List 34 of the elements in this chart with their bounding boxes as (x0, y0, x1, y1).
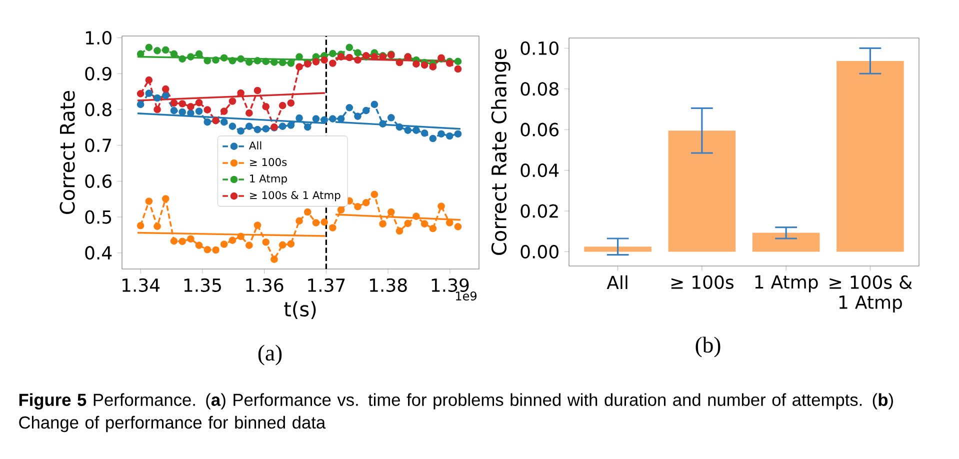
x-tick-label: 1 Atmp (755, 275, 818, 292)
x-tick-label: 1.39 (432, 278, 469, 292)
y-tick-label: 0.6 (85, 174, 112, 188)
text: (b) (696, 336, 720, 358)
y-tick-label: 0.04 (520, 164, 559, 178)
y-tick-label: 0.02 (520, 204, 558, 218)
y-axis-title: Correct Rate Change (491, 49, 510, 255)
y-tick-label: 0.7 (85, 138, 112, 152)
y-axis-title: Correct Rate (60, 90, 75, 214)
x-axis-title: t(s) (284, 301, 316, 319)
x-tick-label: All (606, 275, 628, 290)
x-tick-label: 1.34 (122, 278, 160, 292)
y-tick-label: 0.4 (85, 246, 112, 260)
x-tick-label: ≥ 100s (671, 275, 734, 289)
text: Figure 5 Performance. (a) Performance vs. time for problems binned with duration and number of attempts. (b) Change of performance for binned data (19, 393, 893, 432)
text: (a) (258, 344, 282, 366)
legend-label: ≥ 100s (250, 158, 287, 166)
y-tick-label: 0.8 (85, 102, 112, 116)
text: 1e9 (456, 291, 476, 301)
legend-label: 1 Atmp (250, 174, 287, 185)
y-tick-label: 0.00 (520, 244, 558, 259)
legend-label: ≥ 100s & 1 Atmp (250, 191, 340, 202)
y-tick-label: 0.08 (520, 82, 558, 96)
x-tick-label: 1.35 (184, 278, 221, 292)
y-tick-label: 1.0 (86, 30, 112, 45)
legend-label: All (249, 141, 262, 150)
y-tick-label: 0.9 (85, 66, 112, 80)
y-tick-label: 0.10 (520, 41, 558, 55)
x-tick-label: 1.38 (370, 278, 407, 292)
y-tick-label: 0.06 (520, 122, 558, 136)
x-tick-label: 1.36 (246, 278, 284, 292)
y-tick-label: 0.5 (85, 210, 112, 224)
x-tick-label: 1.37 (308, 278, 345, 292)
x-tick-label: ≥ 100s & 1 Atmp (830, 275, 912, 312)
